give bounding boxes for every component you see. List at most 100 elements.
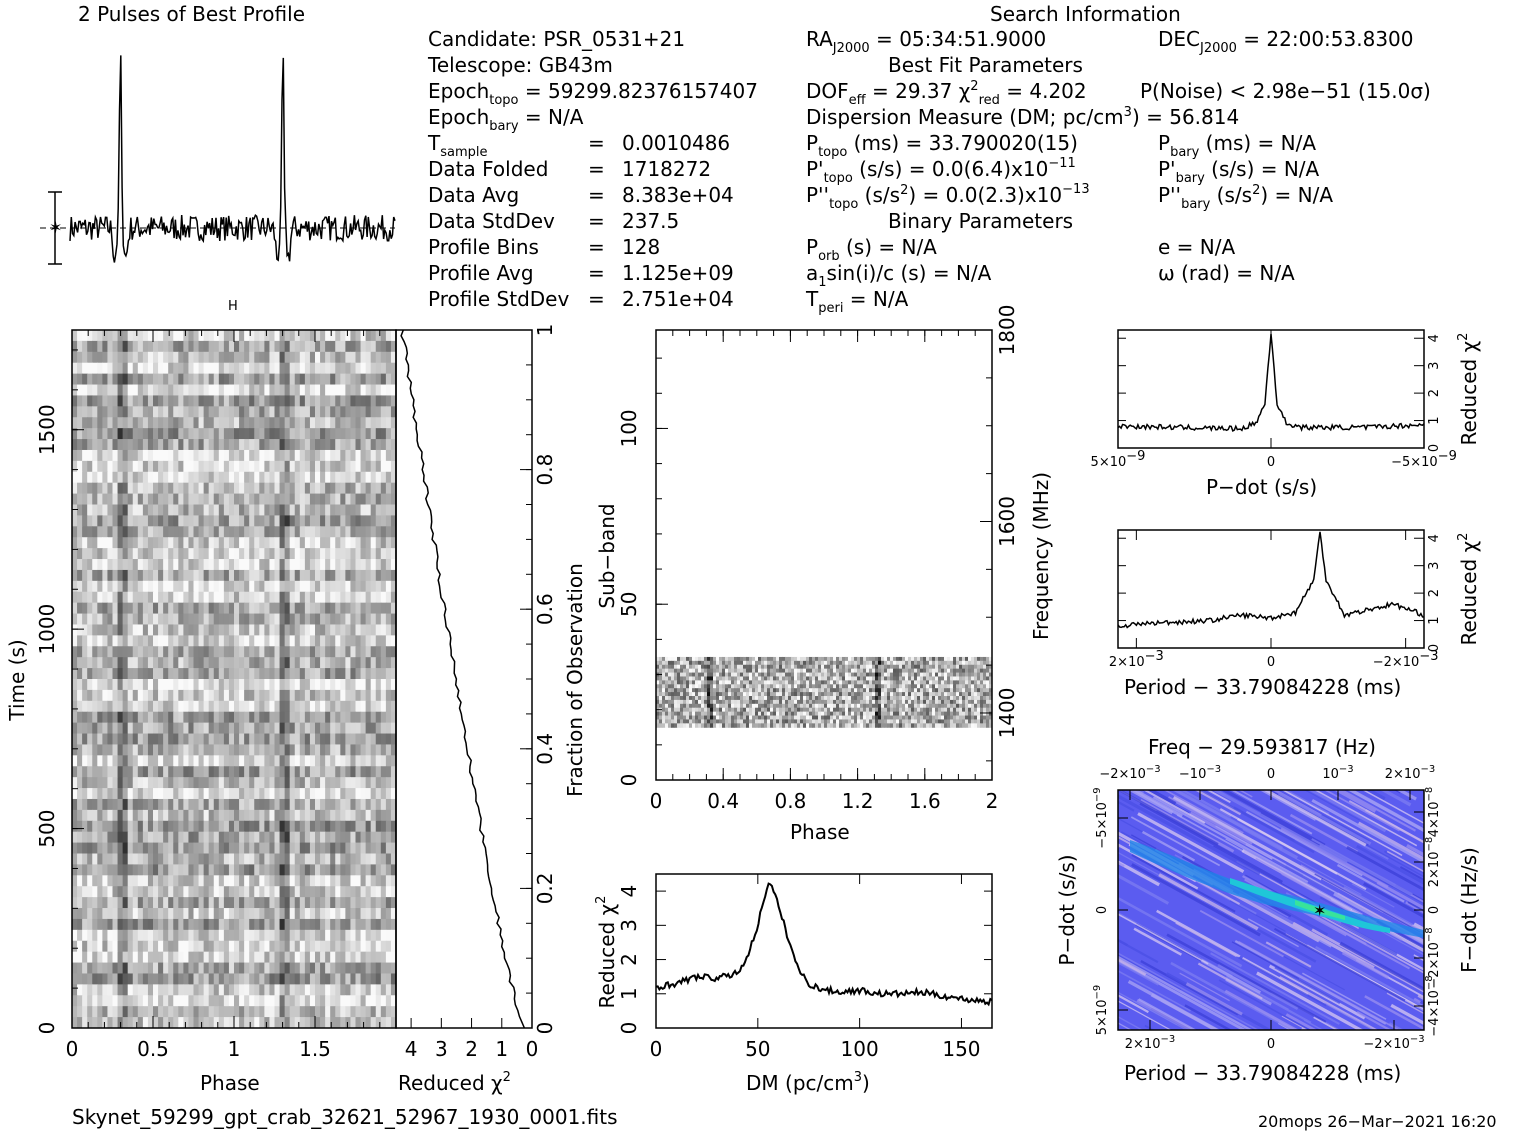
info-row-value: 0.0010486 bbox=[622, 131, 730, 155]
pp-top-exp: −3 bbox=[1206, 764, 1221, 775]
pp-right-exp: −8 bbox=[1424, 837, 1435, 852]
sb-xtick: 0.4 bbox=[707, 789, 739, 813]
pp-bottom-tick: −2×10−3 bbox=[1363, 1034, 1424, 1052]
pdot-bary-value: N/A bbox=[1284, 157, 1320, 181]
dm-row: Dispersion Measure (DM; pc/cm3) = 56.814 bbox=[806, 105, 1239, 129]
pp-top-tick: 10−3 bbox=[1322, 764, 1353, 782]
pp-left-tick: 0 bbox=[1095, 906, 1110, 914]
pdot-right-label: Reduced χ2 bbox=[1456, 333, 1481, 446]
sb-xtick: 1.6 bbox=[909, 789, 941, 813]
time-phase-xlabel: Phase bbox=[200, 1071, 260, 1095]
info-row-eq: = bbox=[588, 261, 605, 285]
tc-rtick: 1 bbox=[533, 324, 557, 337]
pp-top-tick: 0 bbox=[1267, 767, 1275, 782]
info-row-value: 237.5 bbox=[622, 209, 679, 233]
info-row-eq: = bbox=[588, 287, 605, 311]
pdot-topo-value: 0.0(6.4)x10 bbox=[932, 157, 1049, 181]
info-row-label: Data StdDev bbox=[428, 209, 555, 233]
binary-header: Binary Parameters bbox=[888, 209, 1073, 233]
ra-value: 05:34:51.9000 bbox=[899, 27, 1046, 51]
dec-value: 22:00:53.8300 bbox=[1266, 27, 1413, 51]
y-tick: 1 bbox=[1427, 616, 1442, 624]
sb-ytick: 50 bbox=[617, 591, 641, 616]
tp-ytick: 1500 bbox=[35, 404, 59, 455]
sb-rtick: 1400 bbox=[995, 688, 1019, 739]
pulse-marker: H bbox=[228, 299, 238, 314]
pp-left-tick: 5×10−9 bbox=[1092, 985, 1110, 1035]
info-row-eq: = bbox=[588, 157, 605, 181]
dm-plot: 0 50 100 150 0 1 2 3 4 DM (pc/cm3) Reduced χ2 bbox=[594, 873, 993, 1095]
info-row-eq: = bbox=[588, 209, 605, 233]
x-tick: 0 bbox=[1267, 655, 1275, 670]
tc-xtick: 0 bbox=[526, 1037, 539, 1061]
x-tick: 2×10−3 bbox=[1109, 649, 1164, 670]
pp-top-exp: −3 bbox=[1339, 764, 1354, 775]
tc-rtick: 0.4 bbox=[533, 733, 557, 765]
info-row-sub: sample bbox=[440, 145, 487, 160]
y-tick: 3 bbox=[1427, 562, 1442, 570]
x-tick: 0 bbox=[650, 1037, 663, 1061]
info-row-eq: = bbox=[588, 183, 605, 207]
info-row-value: 8.383e+04 bbox=[622, 183, 734, 207]
omega-value: N/A bbox=[1259, 261, 1295, 285]
y-tick: 2 bbox=[1427, 589, 1442, 597]
subband-plot: 0 0.4 0.8 1.2 1.6 2 0 50 100 1400 1600 1800 Phase S… bbox=[595, 305, 1053, 844]
subband-ylabel: Sub−band bbox=[595, 503, 619, 608]
y-tick: 0 bbox=[1427, 444, 1442, 452]
pp-bottom-exp: −3 bbox=[1410, 1034, 1425, 1045]
time-chi-xlabel: Reduced χ2 bbox=[398, 1070, 511, 1095]
sb-xtick: 0.8 bbox=[774, 789, 806, 813]
pbary-value: N/A bbox=[1281, 131, 1317, 155]
asini-row: a1sin(i)/c (s) = N/A bbox=[806, 261, 992, 290]
y-tick: 4 bbox=[1427, 534, 1442, 542]
x-tick-exp: −3 bbox=[1145, 649, 1164, 664]
porb-value: N/A bbox=[901, 235, 937, 259]
pdot-curve bbox=[1117, 333, 1425, 433]
fraction-label: Fraction of Observation bbox=[563, 563, 587, 797]
pp-right-tick: −4×10−8 bbox=[1424, 975, 1442, 1036]
period-right-label: Reduced χ2 bbox=[1456, 533, 1481, 646]
x-tick: 50 bbox=[745, 1037, 770, 1061]
y-tick: 3 bbox=[617, 919, 641, 932]
pp-right-exp: −8 bbox=[1424, 927, 1435, 942]
tp-ytick: 1000 bbox=[35, 604, 59, 655]
filename: Skynet_59299_gpt_crab_32621_52967_1930_0… bbox=[72, 1105, 618, 1129]
ptopo-row: Ptopo (ms) = 33.790020(15) bbox=[806, 131, 1078, 160]
info-row-label: Tsample bbox=[427, 131, 487, 160]
pp-bottom-exp: −3 bbox=[1160, 1034, 1175, 1045]
pp-top-exp: −3 bbox=[1146, 764, 1161, 775]
period-curve bbox=[1117, 531, 1425, 629]
sb-ytick: 0 bbox=[617, 774, 641, 787]
time-phase-plot: 0 0.5 1 1.5 0 500 1000 1500 H Phase Time (s) bbox=[5, 299, 397, 1095]
pp-right-tick: 2×10−8 bbox=[1424, 837, 1442, 887]
x-tick-exp: −3 bbox=[1419, 649, 1438, 664]
sb-xtick: 0 bbox=[650, 789, 663, 813]
info-row-value: 1.125e+09 bbox=[622, 261, 734, 285]
ptopo-value: 33.790020(15) bbox=[929, 131, 1078, 155]
best-fit-mark: ✶ bbox=[1313, 901, 1326, 920]
tp-xtick: 1.5 bbox=[299, 1037, 331, 1061]
epoch-topo-value: 59299.82376157407 bbox=[548, 79, 758, 103]
tp-xtick: 0.5 bbox=[137, 1037, 169, 1061]
e-value: N/A bbox=[1200, 235, 1236, 259]
time-phase-greyscale bbox=[72, 330, 396, 1028]
x-tick-exp: −9 bbox=[1126, 449, 1145, 464]
profile-plot: ✶ bbox=[40, 55, 396, 265]
pp-left-tick: −5×10−9 bbox=[1092, 787, 1110, 848]
pddot-topo-exp: −13 bbox=[1062, 182, 1089, 197]
tc-xtick: 2 bbox=[465, 1037, 478, 1061]
time-phase-ylabel: Time (s) bbox=[5, 639, 29, 721]
dm-ylabel: Reduced χ2 bbox=[594, 896, 619, 1009]
pdot-bary-row: P'bary (s/s) = N/A bbox=[1158, 157, 1320, 186]
epoch-bary-value: N/A bbox=[548, 105, 584, 129]
x-tick: −5×10−9 bbox=[1391, 449, 1457, 470]
x-tick: 150 bbox=[942, 1037, 980, 1061]
tc-rtick: 0 bbox=[533, 1022, 557, 1035]
tp-ytick: 500 bbox=[35, 809, 59, 847]
pbary-row: Pbary (ms) = N/A bbox=[1158, 131, 1316, 160]
pddot-topo-row: P''topo (s/s2) = 0.0(2.3)x10−13 bbox=[806, 182, 1090, 212]
dm-xlabel: DM (pc/cm3) bbox=[746, 1070, 870, 1095]
